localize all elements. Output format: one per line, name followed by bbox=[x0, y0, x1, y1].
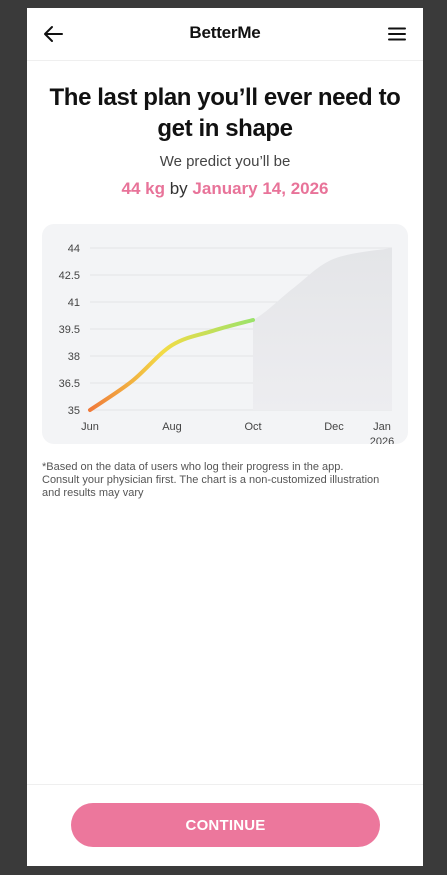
y-tick-label: 41 bbox=[68, 297, 80, 309]
continue-button[interactable]: CONTINUE bbox=[71, 803, 380, 847]
y-tick-label: 42.5 bbox=[59, 270, 80, 282]
chart-canvas: 44 42.5 41 39.5 38 36.5 35 Jun Aug Oct Dec Jan 2026 bbox=[59, 243, 395, 444]
y-tick-label: 38 bbox=[68, 351, 80, 363]
hamburger-menu-icon bbox=[388, 27, 406, 41]
prediction-caption: We predict you’ll be bbox=[159, 153, 291, 170]
page-title: The last plan you’ll ever need to get in… bbox=[49, 84, 401, 142]
bottom-bar: CONTINUE bbox=[27, 784, 423, 866]
x-tick-label: Aug bbox=[162, 421, 182, 433]
y-tick-label: 35 bbox=[68, 405, 80, 417]
y-tick-label: 44 bbox=[68, 243, 80, 255]
brand-logo: BetterMe bbox=[189, 23, 261, 42]
x-tick-label: Jan bbox=[373, 421, 391, 433]
top-bar: BetterMe bbox=[27, 8, 423, 61]
menu-button[interactable] bbox=[385, 22, 409, 46]
app-screen: BetterMe The last plan you’ll ever need … bbox=[27, 8, 423, 866]
y-tick-label: 39.5 bbox=[59, 324, 80, 336]
weight-forecast-chart: 44 42.5 41 39.5 38 36.5 35 Jun Aug Oct Dec Jan 2026 bbox=[42, 224, 408, 444]
target-weight: 44 kg bbox=[121, 179, 165, 198]
x-tick-label: Oct bbox=[244, 421, 261, 433]
prediction-target: 44 kg by January 14, 2026 bbox=[27, 179, 423, 199]
by-label: by bbox=[169, 179, 188, 198]
x-tick-label: 2026 bbox=[370, 436, 394, 444]
target-date: January 14, 2026 bbox=[192, 179, 329, 198]
progress-line bbox=[88, 318, 255, 412]
y-tick-label: 36.5 bbox=[59, 378, 80, 390]
back-button[interactable] bbox=[41, 21, 67, 47]
arrow-left-icon bbox=[44, 26, 63, 42]
disclaimer-text: *Based on the data of users who log thei… bbox=[42, 461, 380, 499]
x-tick-label: Dec bbox=[324, 421, 344, 433]
projection-area bbox=[253, 248, 392, 410]
x-tick-label: Jun bbox=[81, 421, 99, 433]
